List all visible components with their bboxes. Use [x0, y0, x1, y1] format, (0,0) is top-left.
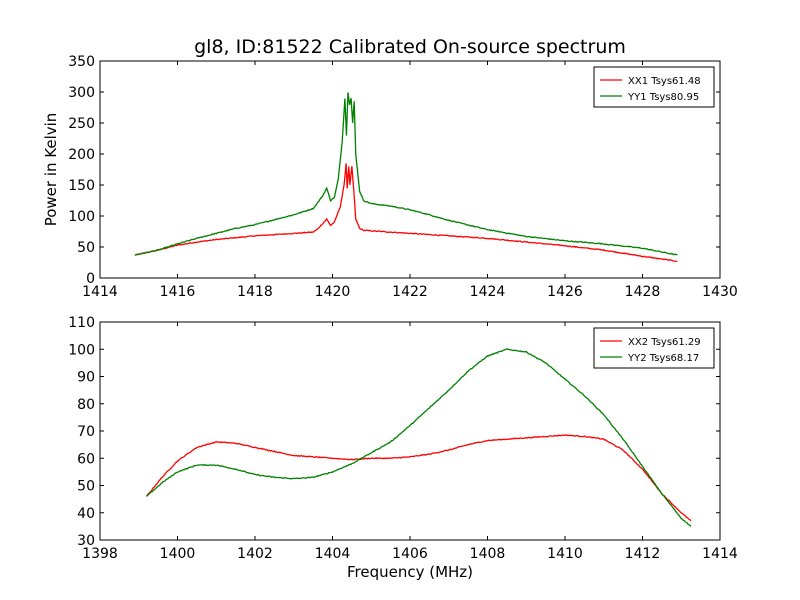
x-tick-label: 1416	[160, 284, 196, 300]
x-tick-label: 1406	[392, 546, 428, 562]
y-tick-label: 250	[68, 116, 95, 132]
chart-title: gl8, ID:81522 Calibrated On-source spect…	[194, 36, 626, 58]
y-tick-label: 30	[77, 533, 95, 549]
x-tick-label: 1430	[702, 284, 738, 300]
series-line-top-xx	[134, 163, 678, 262]
y-tick-label: 40	[77, 506, 95, 522]
x-tick-label: 1424	[470, 284, 506, 300]
y-axis-label: Power in Kelvin	[42, 113, 60, 227]
top-panel: 1414 1416 1418 1420 1422 1424 1426 1428 1430 0 50 1…	[42, 54, 738, 300]
legend: XX1 Tsys61.48 YY1 Tsys80.95	[593, 66, 715, 108]
legend-label: XX2 Tsys61.29	[628, 337, 701, 348]
series-line-top-yy	[134, 92, 678, 256]
y-tick-label: 80	[77, 397, 95, 413]
x-tick-label: 1422	[392, 284, 428, 300]
legend-label: YY2 Tsys68.17	[627, 353, 699, 364]
x-tick-label: 1402	[237, 546, 273, 562]
y-tick-label: 50	[77, 240, 95, 256]
x-tick-label: 1420	[315, 284, 351, 300]
x-tick-label: 1414	[82, 284, 118, 300]
x-tick-label: 1426	[547, 284, 583, 300]
x-tick-label: 1400	[160, 546, 196, 562]
x-axis-label: Frequency (MHz)	[347, 563, 473, 581]
y-tick-label: 90	[77, 370, 95, 386]
y-tick-label: 150	[68, 178, 95, 194]
series-line-bottom-yy	[145, 348, 692, 527]
y-tick-label: 100	[68, 209, 95, 225]
x-tick-label: 1408	[470, 546, 506, 562]
y-tick-label: 50	[77, 479, 95, 495]
x-tick-label: 1418	[237, 284, 273, 300]
y-tick-label: 0	[86, 271, 95, 287]
y-tick-label: 60	[77, 451, 95, 467]
y-tick-label: 110	[68, 315, 95, 331]
x-tick-label: 1404	[315, 546, 351, 562]
x-tick-label: 1412	[625, 546, 661, 562]
y-tick-label: 300	[68, 85, 95, 101]
y-tick-label: 100	[68, 342, 95, 358]
x-tick-label: 1428	[625, 284, 661, 300]
series-line-bottom-xx	[145, 434, 692, 522]
legend-label: XX1 Tsys61.48	[628, 76, 701, 87]
x-tick-label: 1410	[547, 546, 583, 562]
y-tick-label: 350	[68, 54, 95, 70]
legend: XX2 Tsys61.29 YY2 Tsys68.17	[593, 327, 715, 369]
x-tick-label: 1414	[702, 546, 738, 562]
x-tick-label: 1398	[82, 546, 118, 562]
bottom-panel: 1398 1400 1402 1404 1406 1408 1410 1412 1414 30 40…	[68, 315, 738, 581]
legend-label: YY1 Tsys80.95	[627, 92, 699, 103]
y-tick-label: 200	[68, 147, 95, 163]
y-tick-label: 70	[77, 424, 95, 440]
